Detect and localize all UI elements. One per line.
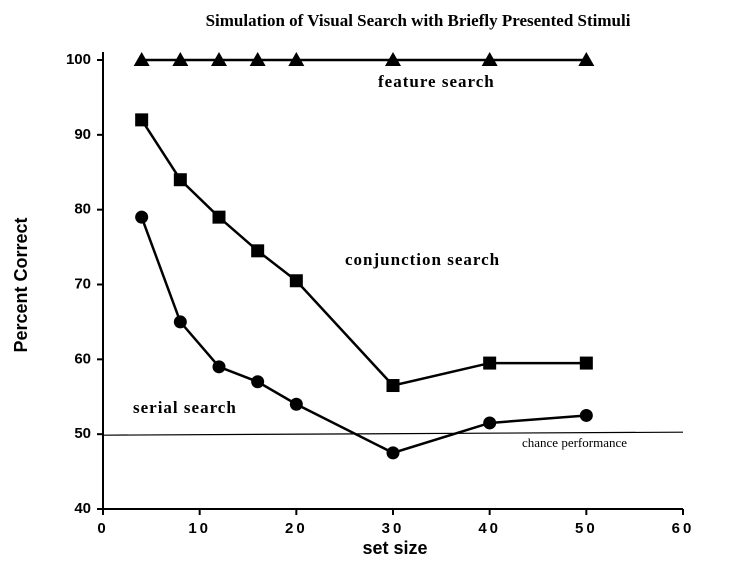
series-line: [140, 216, 587, 455]
x-tick-label: 0: [97, 520, 108, 537]
series-label: serial search: [133, 398, 237, 417]
y-tick-label: 50: [74, 425, 91, 442]
marker: [386, 446, 400, 460]
marker: [212, 210, 226, 224]
x-axis-label: set size: [362, 538, 427, 558]
y-tick-label: 40: [74, 500, 91, 517]
marker: [249, 52, 266, 66]
y-tick-label: 100: [66, 51, 91, 68]
marker: [135, 113, 149, 127]
x-tick-label: 40: [478, 520, 501, 537]
y-tick-label: 70: [74, 275, 91, 292]
x-tick-label: 20: [285, 520, 308, 537]
marker: [481, 52, 498, 66]
x-tick-label: 50: [575, 520, 598, 537]
x-tick-label: 60: [672, 520, 695, 537]
chart-title: Simulation of Visual Search with Briefly…: [206, 11, 631, 30]
marker: [483, 356, 497, 370]
y-tick-label: 80: [74, 201, 91, 218]
marker: [579, 408, 593, 422]
marker: [211, 52, 227, 66]
marker: [289, 397, 303, 411]
series-label: conjunction search: [345, 250, 500, 269]
marker: [385, 52, 401, 66]
y-axis-label: Percent Correct: [11, 217, 31, 352]
marker: [386, 379, 400, 393]
y-tick-label: 90: [74, 126, 91, 143]
y-tick-label: 60: [74, 350, 91, 367]
marker: [173, 315, 187, 329]
x-tick-label: 10: [188, 520, 211, 537]
marker: [133, 52, 150, 66]
marker: [579, 356, 593, 370]
marker: [289, 274, 303, 288]
reference-line: [102, 431, 684, 436]
marker: [288, 52, 305, 66]
marker: [483, 416, 497, 430]
marker: [173, 173, 187, 187]
marker: [251, 375, 265, 389]
reference-label: chance performance: [522, 435, 627, 450]
marker: [172, 52, 189, 66]
series-label: feature search: [378, 72, 495, 91]
marker: [135, 210, 149, 224]
x-tick-label: 30: [382, 520, 405, 537]
marker: [578, 52, 595, 66]
marker: [212, 360, 226, 374]
marker: [251, 244, 265, 258]
